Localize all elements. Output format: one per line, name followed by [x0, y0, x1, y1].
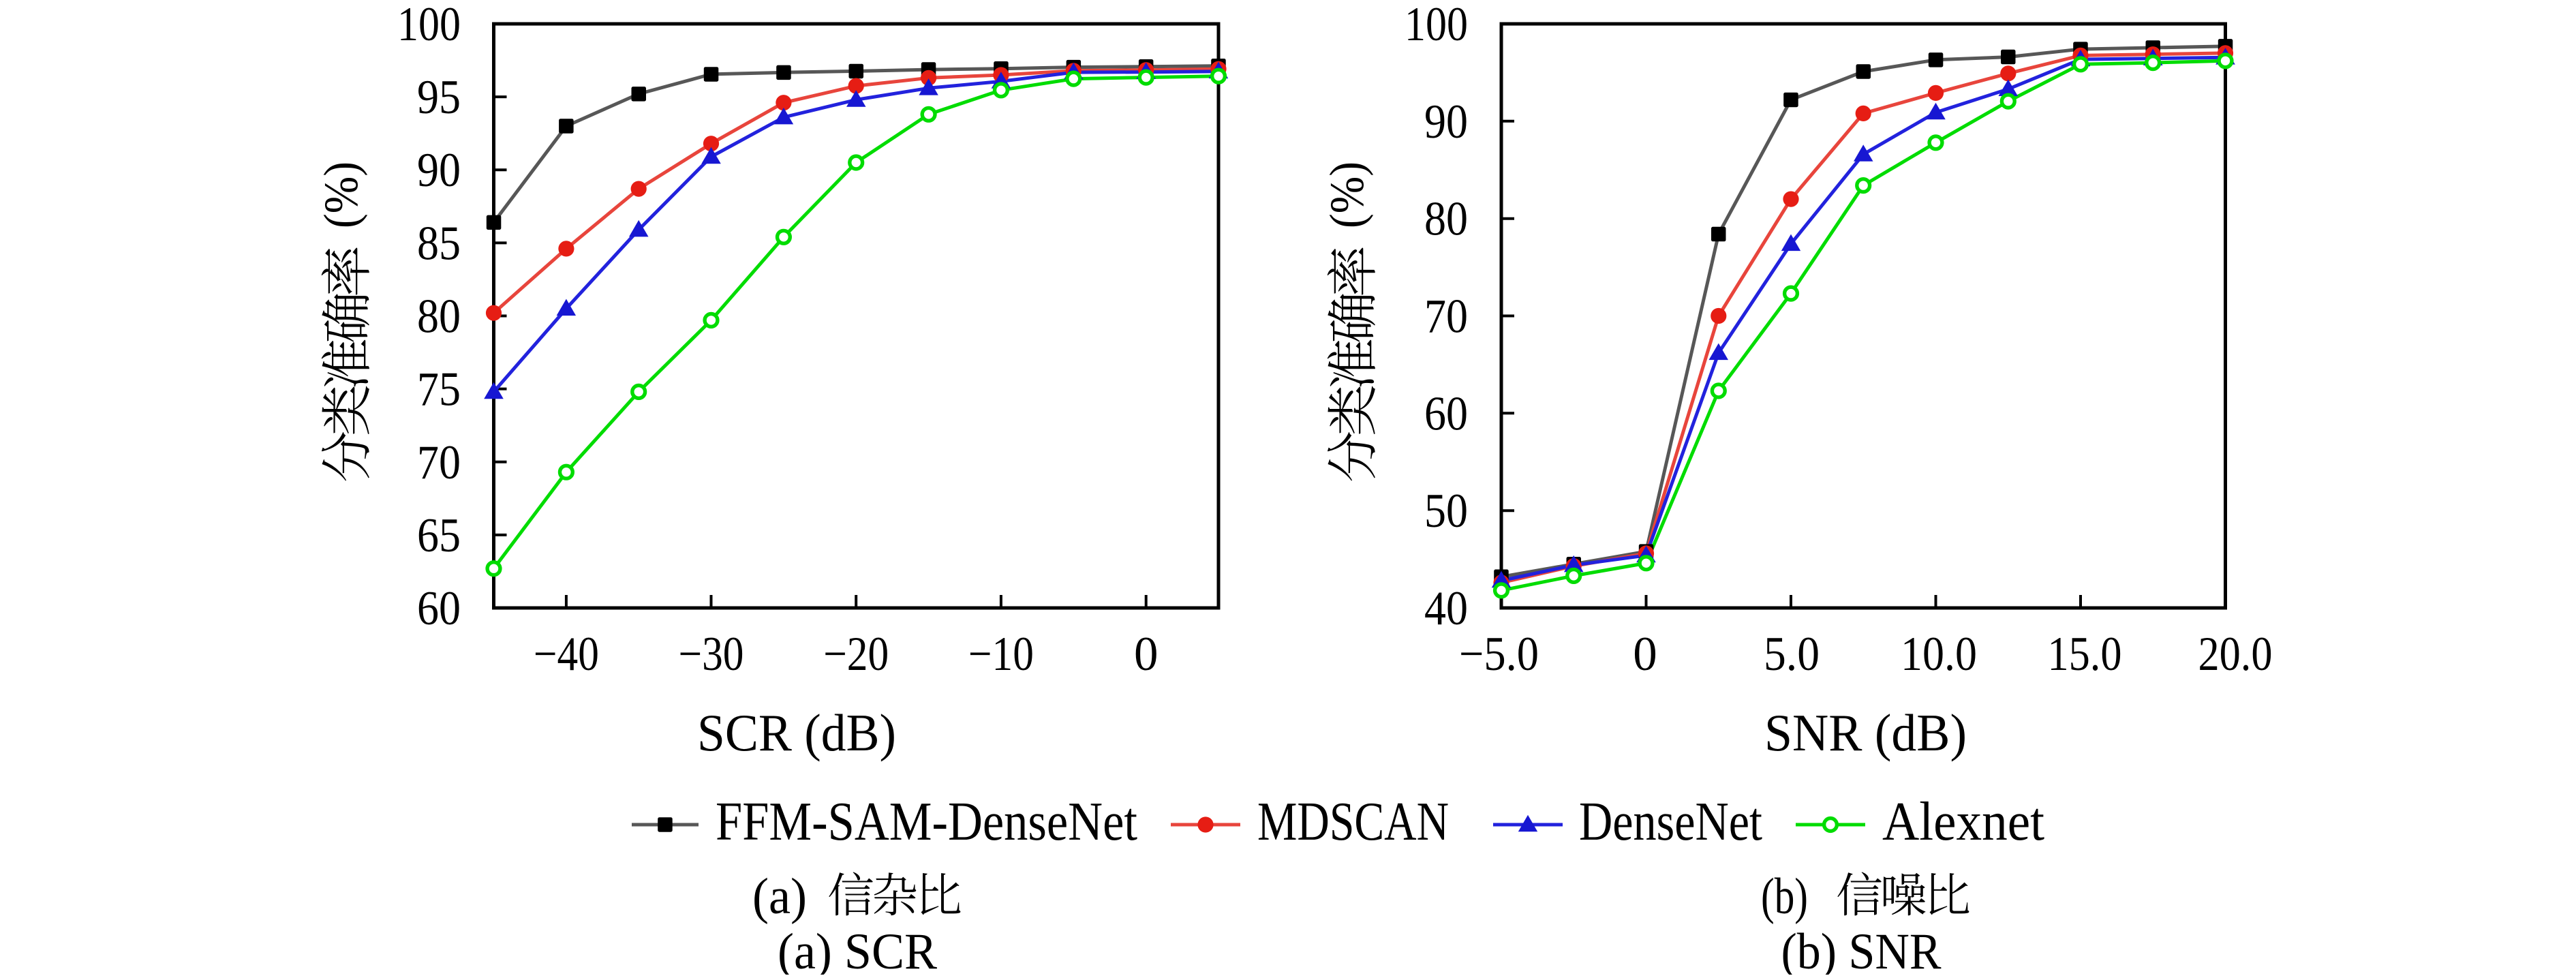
svg-text:(%): (%)	[315, 162, 368, 228]
svg-text:15.0: 15.0	[2048, 628, 2122, 681]
svg-text:60: 60	[417, 582, 461, 635]
svg-text:(b) SNR: (b) SNR	[1781, 923, 1942, 975]
svg-text:80: 80	[417, 290, 461, 343]
svg-text:70: 70	[417, 436, 461, 489]
svg-text:90: 90	[417, 144, 461, 197]
svg-text:−20: −20	[823, 628, 889, 681]
svg-text:40: 40	[1424, 582, 1468, 635]
svg-text:65: 65	[417, 509, 461, 562]
svg-text:SCR (dB): SCR (dB)	[697, 703, 896, 762]
svg-text:(b): (b)	[1761, 868, 1808, 925]
svg-text:100: 100	[397, 0, 461, 51]
svg-text:90: 90	[1424, 95, 1468, 149]
svg-text:−30: −30	[679, 628, 744, 681]
svg-text:0: 0	[1134, 628, 1159, 681]
svg-text:85: 85	[417, 217, 461, 270]
svg-text:SNR (dB): SNR (dB)	[1764, 703, 1967, 762]
svg-text:0: 0	[1633, 628, 1657, 681]
svg-text:−10: −10	[968, 628, 1034, 681]
svg-text:70: 70	[1424, 290, 1468, 343]
svg-text:Alexnet: Alexnet	[1882, 792, 2044, 852]
svg-text:MDSCAN: MDSCAN	[1257, 792, 1449, 852]
svg-text:10.0: 10.0	[1901, 628, 1977, 681]
svg-text:100: 100	[1405, 0, 1468, 51]
svg-text:−40: −40	[534, 628, 599, 681]
svg-text:(%): (%)	[1321, 162, 1374, 228]
svg-text:−5.0: −5.0	[1459, 628, 1539, 681]
svg-text:20.0: 20.0	[2198, 628, 2273, 681]
svg-text:5.0: 5.0	[1764, 628, 1820, 681]
svg-text:60: 60	[1424, 387, 1468, 440]
svg-text:80: 80	[1424, 193, 1468, 246]
svg-text:50: 50	[1424, 485, 1468, 538]
svg-text:FFM-SAM-DenseNet: FFM-SAM-DenseNet	[716, 792, 1137, 852]
svg-text:95: 95	[417, 71, 461, 124]
svg-text:DenseNet: DenseNet	[1579, 792, 1762, 852]
svg-text:(a) SCR: (a) SCR	[778, 923, 937, 975]
svg-text:75: 75	[417, 363, 461, 416]
svg-text:(a): (a)	[752, 868, 807, 925]
